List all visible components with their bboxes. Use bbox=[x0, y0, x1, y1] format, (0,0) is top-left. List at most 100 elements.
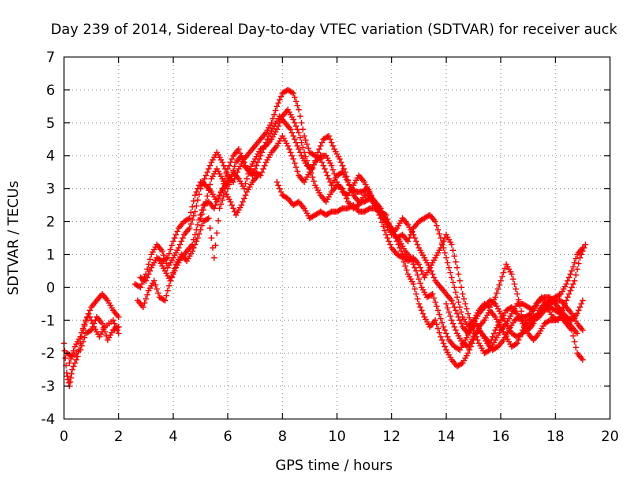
data-point bbox=[560, 304, 567, 311]
data-point bbox=[290, 116, 297, 123]
data-point bbox=[152, 281, 159, 288]
data-point bbox=[242, 180, 249, 187]
data-point bbox=[411, 286, 418, 293]
data-point bbox=[343, 173, 350, 180]
data-point bbox=[305, 161, 312, 168]
data-point bbox=[167, 277, 174, 284]
data-point bbox=[339, 185, 346, 192]
data-point bbox=[171, 235, 178, 241]
data-point bbox=[200, 207, 207, 214]
data-point bbox=[216, 205, 223, 212]
data-point bbox=[465, 310, 472, 317]
data-point bbox=[258, 169, 265, 176]
data-point bbox=[570, 281, 577, 288]
x-tick-label: 14 bbox=[437, 429, 455, 445]
data-point bbox=[440, 340, 447, 347]
data-point bbox=[410, 281, 417, 288]
data-point bbox=[490, 330, 497, 337]
data-point bbox=[518, 308, 525, 315]
data-point bbox=[278, 116, 285, 123]
data-point bbox=[219, 159, 226, 166]
data-point bbox=[321, 165, 328, 172]
data-point bbox=[514, 290, 521, 297]
data-point bbox=[276, 96, 283, 103]
data-point bbox=[455, 299, 462, 306]
data-point bbox=[239, 158, 246, 165]
data-point bbox=[566, 290, 573, 297]
data-point bbox=[433, 303, 440, 310]
data-point bbox=[278, 93, 285, 100]
data-point bbox=[115, 313, 122, 320]
data-point bbox=[556, 314, 563, 321]
data-point bbox=[198, 222, 205, 229]
data-point bbox=[302, 153, 309, 160]
data-point bbox=[163, 292, 170, 299]
data-point bbox=[331, 170, 338, 177]
data-point bbox=[430, 274, 437, 281]
data-point bbox=[579, 244, 586, 251]
data-point bbox=[437, 235, 444, 241]
data-point bbox=[201, 202, 208, 209]
data-point bbox=[314, 149, 321, 156]
data-point bbox=[193, 188, 200, 195]
data-point bbox=[441, 249, 448, 256]
data-point bbox=[151, 277, 158, 284]
data-point bbox=[275, 123, 282, 130]
data-point bbox=[327, 209, 334, 216]
data-point bbox=[276, 119, 283, 126]
data-point bbox=[253, 162, 260, 169]
data-point bbox=[452, 327, 459, 334]
data-point bbox=[215, 195, 222, 202]
data-point bbox=[204, 169, 211, 176]
y-tick-label: 7 bbox=[46, 50, 55, 66]
data-point bbox=[170, 269, 177, 276]
data-point bbox=[462, 300, 469, 307]
data-point bbox=[297, 134, 304, 141]
data-point bbox=[245, 170, 252, 177]
data-point bbox=[62, 355, 69, 362]
data-point bbox=[166, 250, 173, 257]
data-point bbox=[275, 182, 282, 189]
x-tick-label: 20 bbox=[601, 429, 619, 445]
data-point bbox=[204, 216, 211, 223]
data-point bbox=[458, 360, 465, 367]
data-point bbox=[332, 174, 339, 181]
data-point bbox=[320, 162, 327, 169]
data-point bbox=[318, 139, 325, 146]
data-point bbox=[237, 150, 244, 157]
data-point bbox=[211, 254, 218, 261]
data-point bbox=[228, 202, 235, 209]
data-point bbox=[81, 334, 88, 341]
data-point bbox=[88, 327, 95, 334]
data-point bbox=[111, 320, 118, 327]
data-point bbox=[508, 271, 515, 278]
data-point bbox=[189, 248, 196, 255]
data-point bbox=[458, 284, 465, 291]
series-layer bbox=[61, 86, 589, 390]
data-point bbox=[383, 211, 390, 218]
data-point bbox=[293, 164, 300, 171]
data-point bbox=[516, 302, 523, 309]
data-point bbox=[197, 226, 204, 233]
data-point bbox=[435, 226, 442, 233]
data-point bbox=[349, 202, 356, 209]
data-point bbox=[435, 325, 442, 332]
data-point bbox=[346, 181, 353, 188]
data-point bbox=[439, 239, 446, 246]
data-point bbox=[294, 142, 301, 149]
data-point bbox=[384, 216, 391, 223]
data-point bbox=[171, 265, 178, 272]
data-point bbox=[338, 206, 345, 213]
data-point bbox=[448, 317, 455, 324]
data-point bbox=[238, 202, 245, 209]
data-point bbox=[290, 156, 297, 163]
x-tick-label: 16 bbox=[492, 429, 510, 445]
data-point bbox=[202, 172, 209, 179]
data-point bbox=[510, 276, 517, 283]
data-point bbox=[239, 198, 246, 205]
data-point bbox=[429, 271, 436, 278]
data-point bbox=[243, 175, 250, 182]
data-point bbox=[441, 343, 448, 350]
x-tick-label: 18 bbox=[546, 429, 564, 445]
